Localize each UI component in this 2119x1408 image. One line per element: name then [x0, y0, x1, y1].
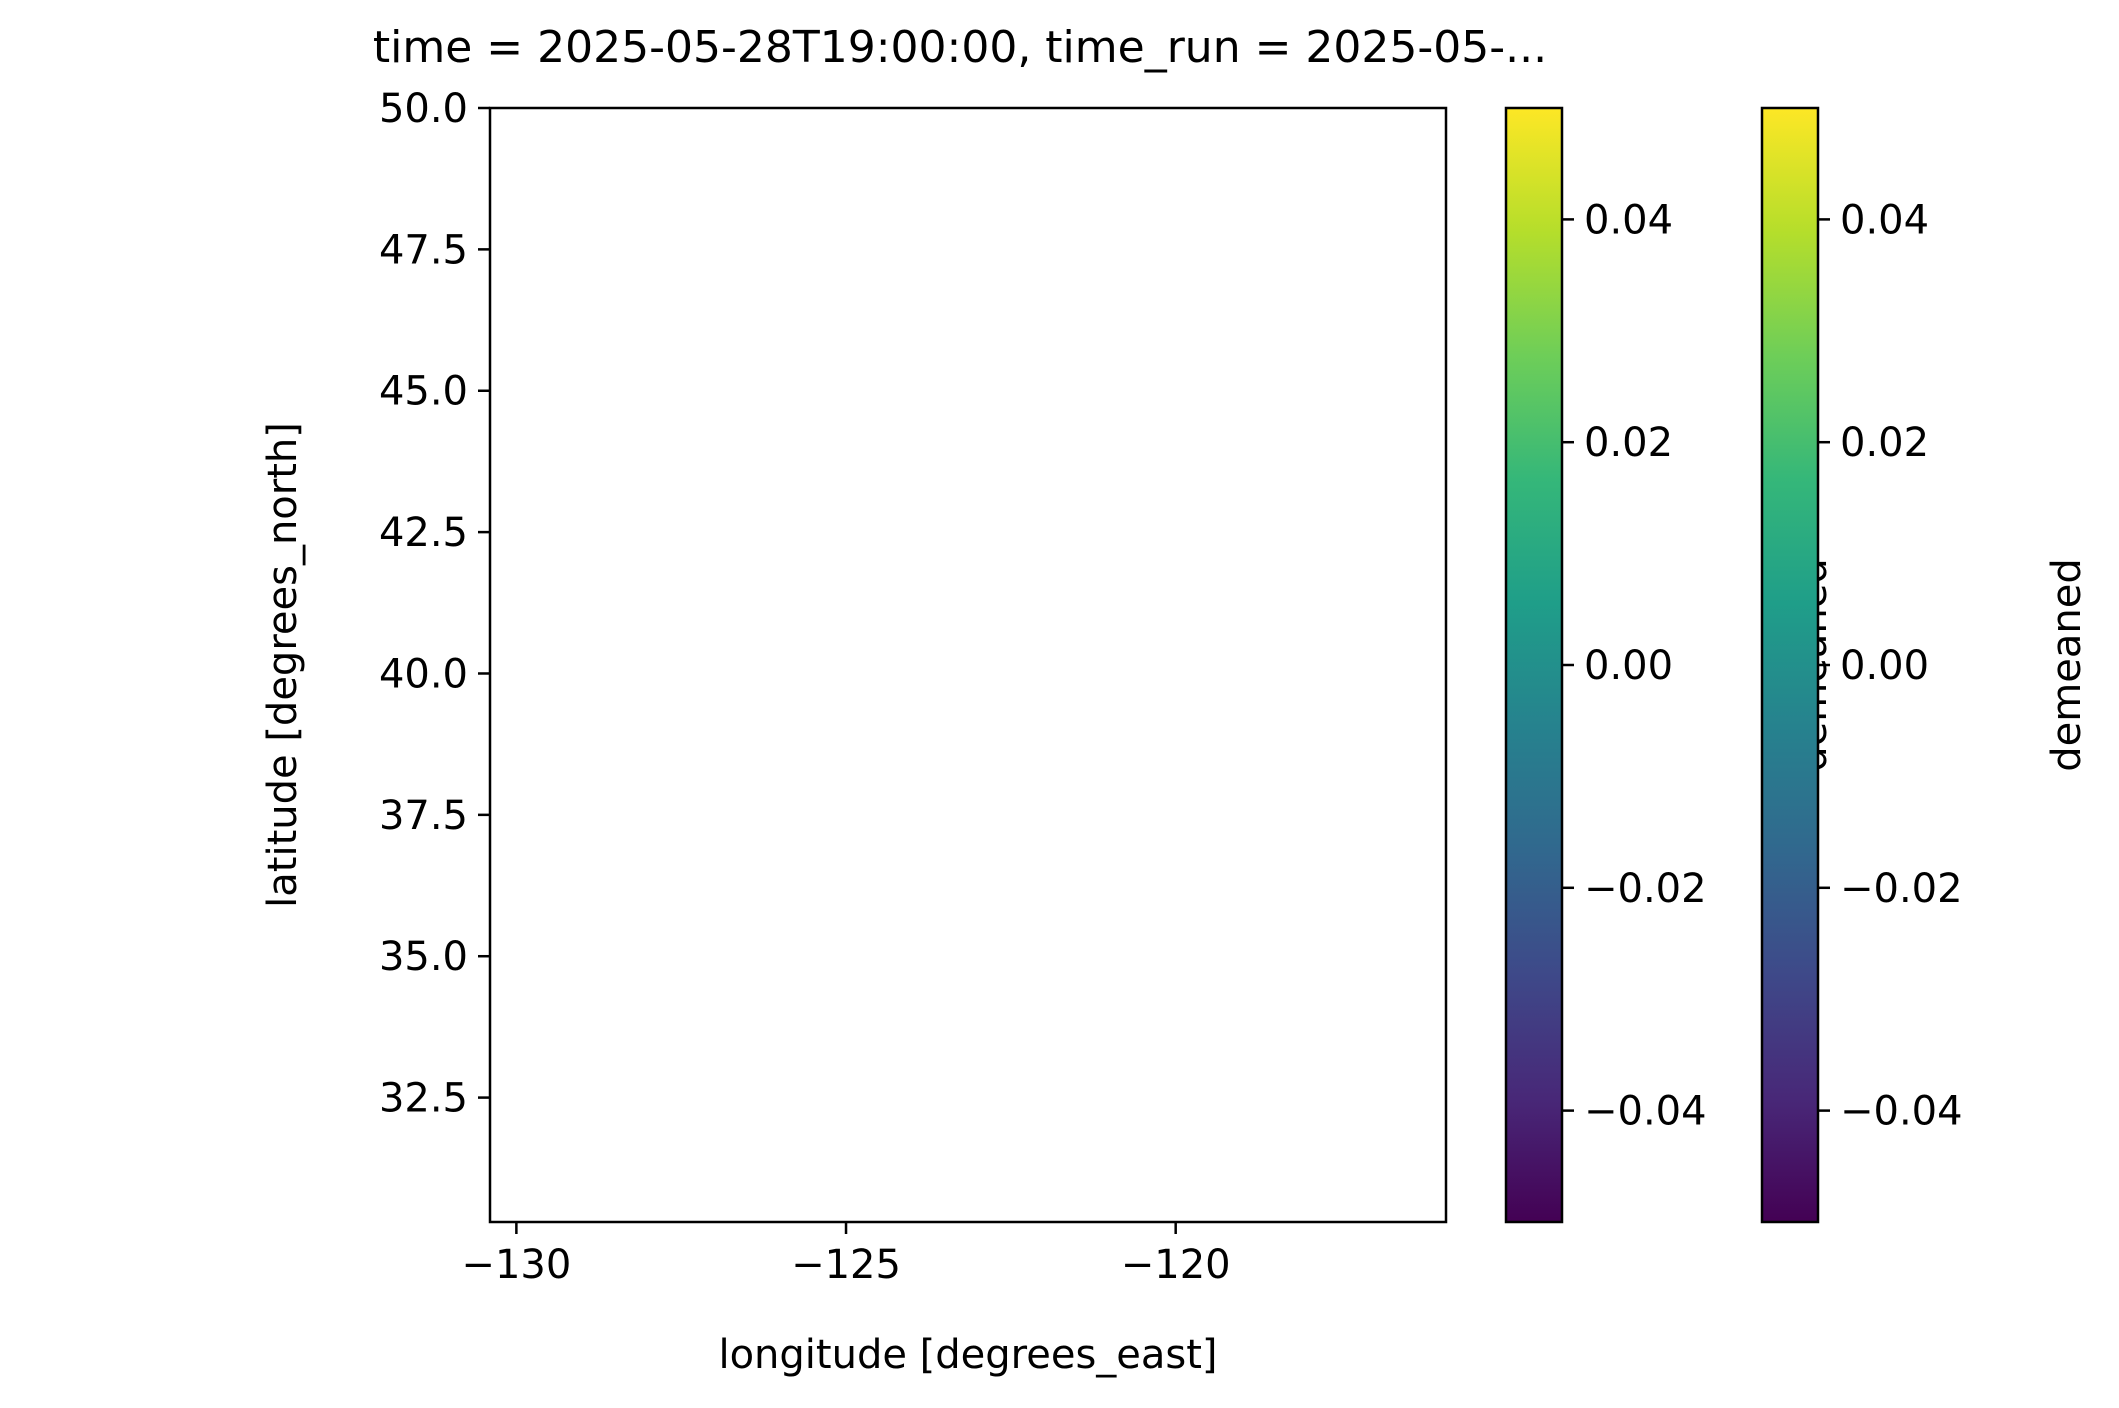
colorbar-tick-label: −0.04 — [1840, 1089, 1963, 1135]
y-axis-label: latitude [degrees_north] — [260, 422, 306, 908]
x-tick-label: −130 — [461, 1242, 571, 1288]
plot-area — [488, 106, 1448, 1224]
y-tick-label: 42.5 — [379, 510, 468, 556]
x-tick-label: −125 — [791, 1242, 901, 1288]
chart-title: time = 2025-05-28T19:00:00, time_run = 2… — [373, 22, 1547, 73]
y-tick-label: 45.0 — [379, 369, 468, 415]
x-axis-label: longitude [degrees_east] — [718, 1332, 1217, 1378]
y-axis-ticks: 50.0 47.5 45.0 42.5 40.0 37.5 35.0 32.5 — [379, 86, 490, 1122]
y-tick-label: 50.0 — [379, 86, 468, 132]
main-axes: −130 −125 −120 50.0 47.5 45.0 42.5 40.0 37.5 35.… — [260, 86, 1448, 1378]
colorbar-2-label: demeaned — [2044, 558, 2090, 771]
colorbar-tick-label: 0.00 — [1584, 643, 1673, 689]
colorbar-1-gradient — [1504, 106, 1564, 1224]
colorbar-tick-label: 0.04 — [1840, 197, 1929, 243]
colorbar-2: 0.04 0.02 0.00 −0.02 −0.04 demeaned — [1760, 106, 2090, 1224]
colorbar-2-gradient — [1760, 106, 1820, 1224]
colorbar-2-ticks: 0.04 0.02 0.00 −0.02 −0.04 — [1818, 197, 1963, 1135]
x-tick-label: −120 — [1121, 1242, 1231, 1288]
y-tick-label: 47.5 — [379, 227, 468, 273]
y-tick-label: 37.5 — [379, 793, 468, 839]
colorbar-tick-label: 0.00 — [1840, 643, 1929, 689]
colorbar-tick-label: −0.02 — [1840, 866, 1963, 912]
y-tick-label: 32.5 — [379, 1076, 468, 1122]
y-tick-label: 40.0 — [379, 651, 468, 697]
colorbar-1-ticks: 0.04 0.02 0.00 −0.02 −0.04 — [1562, 197, 1707, 1135]
colorbar-tick-label: 0.02 — [1584, 420, 1673, 466]
x-axis-ticks: −130 −125 −120 — [461, 1222, 1231, 1288]
colorbar-tick-label: −0.04 — [1584, 1089, 1707, 1135]
colorbar-tick-label: 0.02 — [1840, 420, 1929, 466]
colorbar-tick-label: 0.04 — [1584, 197, 1673, 243]
colorbar-tick-label: −0.02 — [1584, 866, 1707, 912]
y-tick-label: 35.0 — [379, 934, 468, 980]
